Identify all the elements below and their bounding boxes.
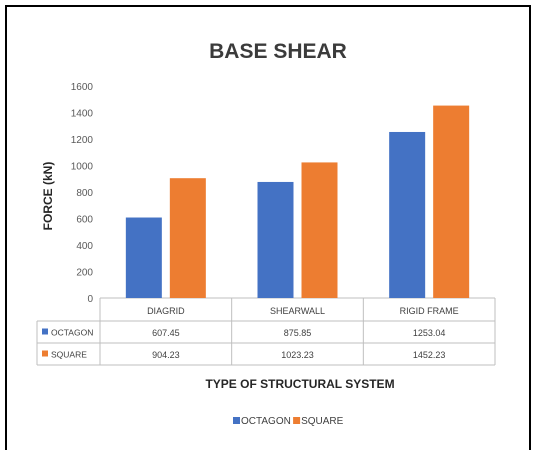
y-tick-label: 600	[76, 215, 93, 226]
y-axis: 0 200 400 600 800 1000 1200 1400 1600	[71, 82, 495, 305]
bar-square-1	[301, 162, 338, 298]
data-label: 904.23	[152, 350, 180, 360]
chart-title: BASE SHEAR	[209, 40, 347, 63]
legend-swatch-octagon	[233, 417, 240, 424]
legend-swatch-square	[293, 417, 301, 424]
x-axis-title: TYPE OF STRUCTURAL SYSTEM	[205, 377, 394, 391]
series-key-square	[42, 350, 48, 357]
bar-octagon-2	[389, 131, 426, 298]
legend: OCTAGON SQUARE	[233, 416, 344, 427]
y-tick-label: 800	[76, 188, 93, 199]
y-tick-label: 200	[76, 268, 93, 279]
y-axis-title: FORCE (kN)	[41, 162, 55, 231]
bar-square-0	[169, 178, 206, 298]
y-tick-label: 1600	[71, 82, 94, 93]
data-label: 1253.04	[413, 328, 446, 338]
legend-label-octagon: OCTAGON	[241, 416, 291, 427]
data-label: 1452.23	[413, 350, 446, 360]
plot-area	[125, 105, 470, 298]
y-tick-label: 1000	[71, 162, 94, 173]
y-tick-label: 1400	[71, 109, 94, 120]
y-tick-label: 1200	[71, 135, 94, 146]
category-label: RIGID FRAME	[400, 306, 459, 316]
category-label: DIAGRID	[147, 306, 185, 316]
bar-square-2	[433, 105, 470, 298]
category-label: SHEARWALL	[270, 306, 325, 316]
data-label: 607.45	[152, 328, 180, 338]
legend-label-square: SQUARE	[301, 416, 344, 427]
y-tick-label: 400	[76, 241, 93, 252]
series-key-octagon	[42, 328, 48, 335]
data-table: DIAGRID SHEARWALL RIGID FRAME OCTAGON 607.45…	[36, 298, 496, 366]
bar-octagon-0	[125, 217, 162, 298]
data-label: 1023.23	[281, 350, 314, 360]
series-row-label: OCTAGON	[51, 328, 93, 338]
y-tick-label: 0	[87, 294, 93, 305]
data-label: 875.85	[284, 328, 312, 338]
series-row-label: SQUARE	[51, 350, 87, 360]
bar-octagon-1	[257, 181, 294, 298]
